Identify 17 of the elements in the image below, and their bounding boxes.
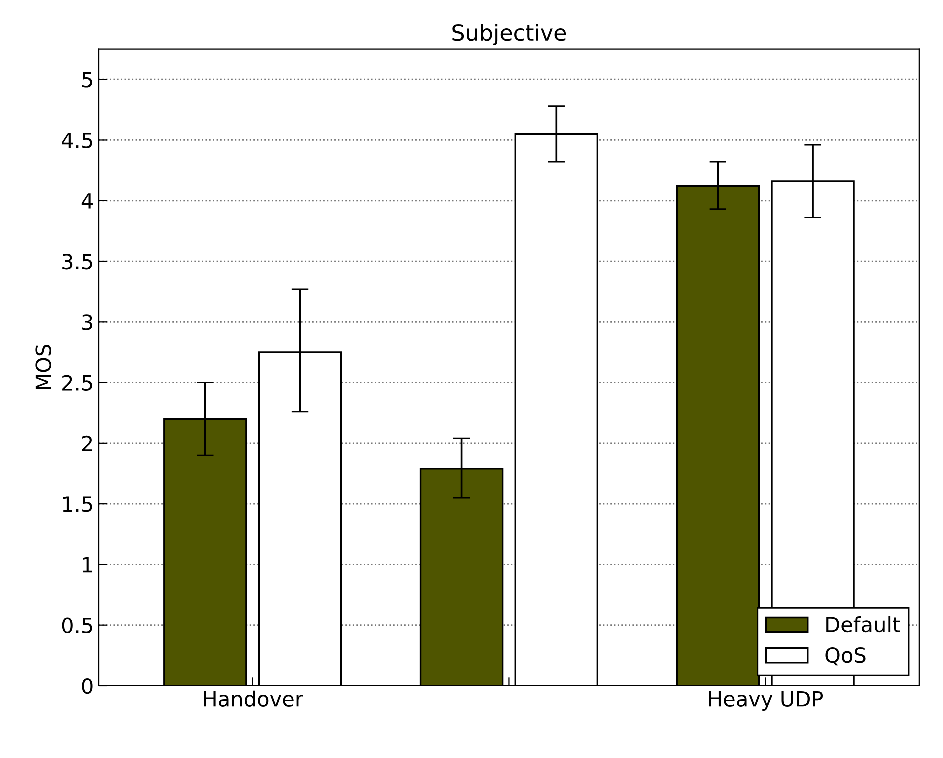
- x-tick-label: Heavy UDP: [709, 691, 824, 712]
- y-tick-label: 1.5: [63, 496, 92, 512]
- y-tick-label: 5: [82, 72, 92, 88]
- y-tick-label: 4.5: [62, 132, 92, 148]
- y-tick-label: 2.5: [62, 375, 92, 391]
- x-tick-label: Handover: [204, 690, 304, 707]
- y-tick-label: 3.5: [62, 254, 92, 270]
- legend-label: QoS: [826, 647, 866, 666]
- legend-label: Default: [826, 616, 900, 633]
- y-tick-label: 3: [82, 314, 92, 330]
- y-axis-title: MOS: [36, 344, 52, 390]
- y-tick-label: 1: [83, 557, 92, 573]
- y-tick-label: 0: [82, 678, 93, 694]
- y-tick-label: 4: [82, 194, 93, 209]
- y-tick-label: 0.5: [62, 618, 92, 634]
- y-tick-label: 2: [82, 436, 92, 452]
- chart-title: Subjective: [452, 24, 566, 46]
